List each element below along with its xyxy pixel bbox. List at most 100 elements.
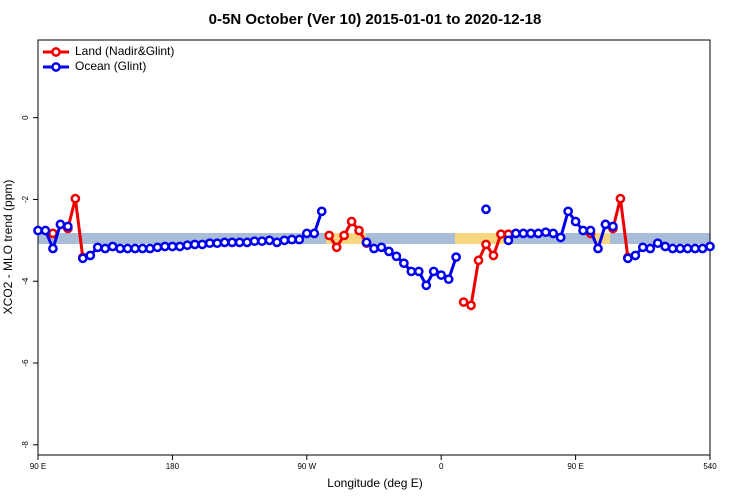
y-tick-label: 0 (21, 115, 30, 120)
point (234, 237, 245, 248)
point (182, 240, 193, 251)
point (33, 225, 43, 236)
point (428, 266, 439, 277)
point (130, 243, 140, 254)
x-axis-label: Longitude (deg E) (327, 476, 422, 490)
point (503, 235, 514, 246)
point (122, 243, 133, 254)
point (555, 232, 566, 243)
point (361, 237, 372, 248)
point (369, 243, 379, 254)
point (384, 246, 394, 257)
y-tick-label: -8 (21, 441, 30, 449)
point (376, 242, 387, 253)
point (242, 237, 252, 248)
point (623, 253, 633, 264)
point (55, 219, 66, 230)
point (77, 253, 88, 264)
point (287, 234, 297, 245)
point (593, 243, 603, 254)
point (294, 234, 305, 245)
legend-label: Ocean (Glint) (75, 59, 146, 73)
point (92, 242, 103, 253)
point (227, 237, 237, 248)
point (608, 221, 618, 232)
point (705, 241, 715, 252)
point (115, 243, 125, 254)
point (473, 255, 484, 266)
point (675, 243, 685, 254)
point (48, 243, 58, 254)
point (570, 216, 581, 227)
point (197, 239, 208, 250)
point (458, 297, 469, 307)
point (316, 206, 327, 217)
point (540, 227, 551, 238)
point (436, 270, 447, 280)
point (272, 237, 282, 248)
point (660, 241, 671, 252)
point (645, 243, 656, 254)
point (466, 300, 476, 311)
point (40, 225, 51, 236)
point (339, 230, 349, 241)
point (167, 241, 178, 252)
x-tick-label: 90 E (567, 462, 583, 471)
point (518, 228, 529, 239)
point (600, 219, 611, 230)
point (331, 242, 342, 253)
x-tick-label: 0 (439, 462, 444, 471)
point (257, 236, 267, 247)
x-tick-label: 90 W (297, 462, 316, 471)
reference-band (38, 233, 710, 244)
band (38, 233, 710, 244)
x-tick-label: 180 (166, 462, 180, 471)
point (346, 216, 357, 227)
point (451, 252, 461, 262)
point (615, 193, 626, 204)
legend-marker (51, 47, 61, 57)
point (212, 238, 223, 249)
point (107, 241, 118, 252)
point (189, 239, 200, 250)
y-tick-label: -2 (21, 195, 30, 203)
point (63, 221, 73, 232)
point (525, 228, 536, 239)
x-tick-label: 540 (703, 462, 717, 471)
point (481, 239, 491, 250)
point (697, 243, 708, 254)
point (100, 243, 111, 254)
point (488, 250, 499, 261)
chart-title: 0-5N October (Ver 10) 2015-01-01 to 2020… (209, 11, 542, 28)
point (496, 229, 506, 240)
legend-marker (51, 62, 61, 72)
point (406, 266, 417, 277)
point (563, 206, 573, 217)
point (443, 274, 454, 285)
point (152, 242, 163, 253)
y-tick-label: -4 (21, 277, 30, 285)
point (667, 243, 678, 254)
point (391, 251, 402, 262)
point (652, 238, 663, 249)
point (413, 266, 424, 277)
point (324, 230, 335, 241)
y-axis-label: XCO2 - MLO trend (ppm) (1, 180, 15, 315)
point (481, 204, 491, 215)
point (399, 258, 409, 269)
point (249, 236, 260, 247)
point (637, 242, 648, 253)
band-land (455, 233, 505, 244)
point (70, 193, 81, 204)
point (511, 228, 521, 239)
point (585, 225, 596, 236)
x-tick-label: 90 E (30, 462, 46, 471)
y-tick-label: -6 (21, 359, 30, 367)
point (682, 243, 693, 254)
point (264, 235, 275, 246)
point (548, 228, 559, 239)
point (137, 243, 148, 254)
point (309, 228, 320, 239)
point (690, 243, 700, 254)
